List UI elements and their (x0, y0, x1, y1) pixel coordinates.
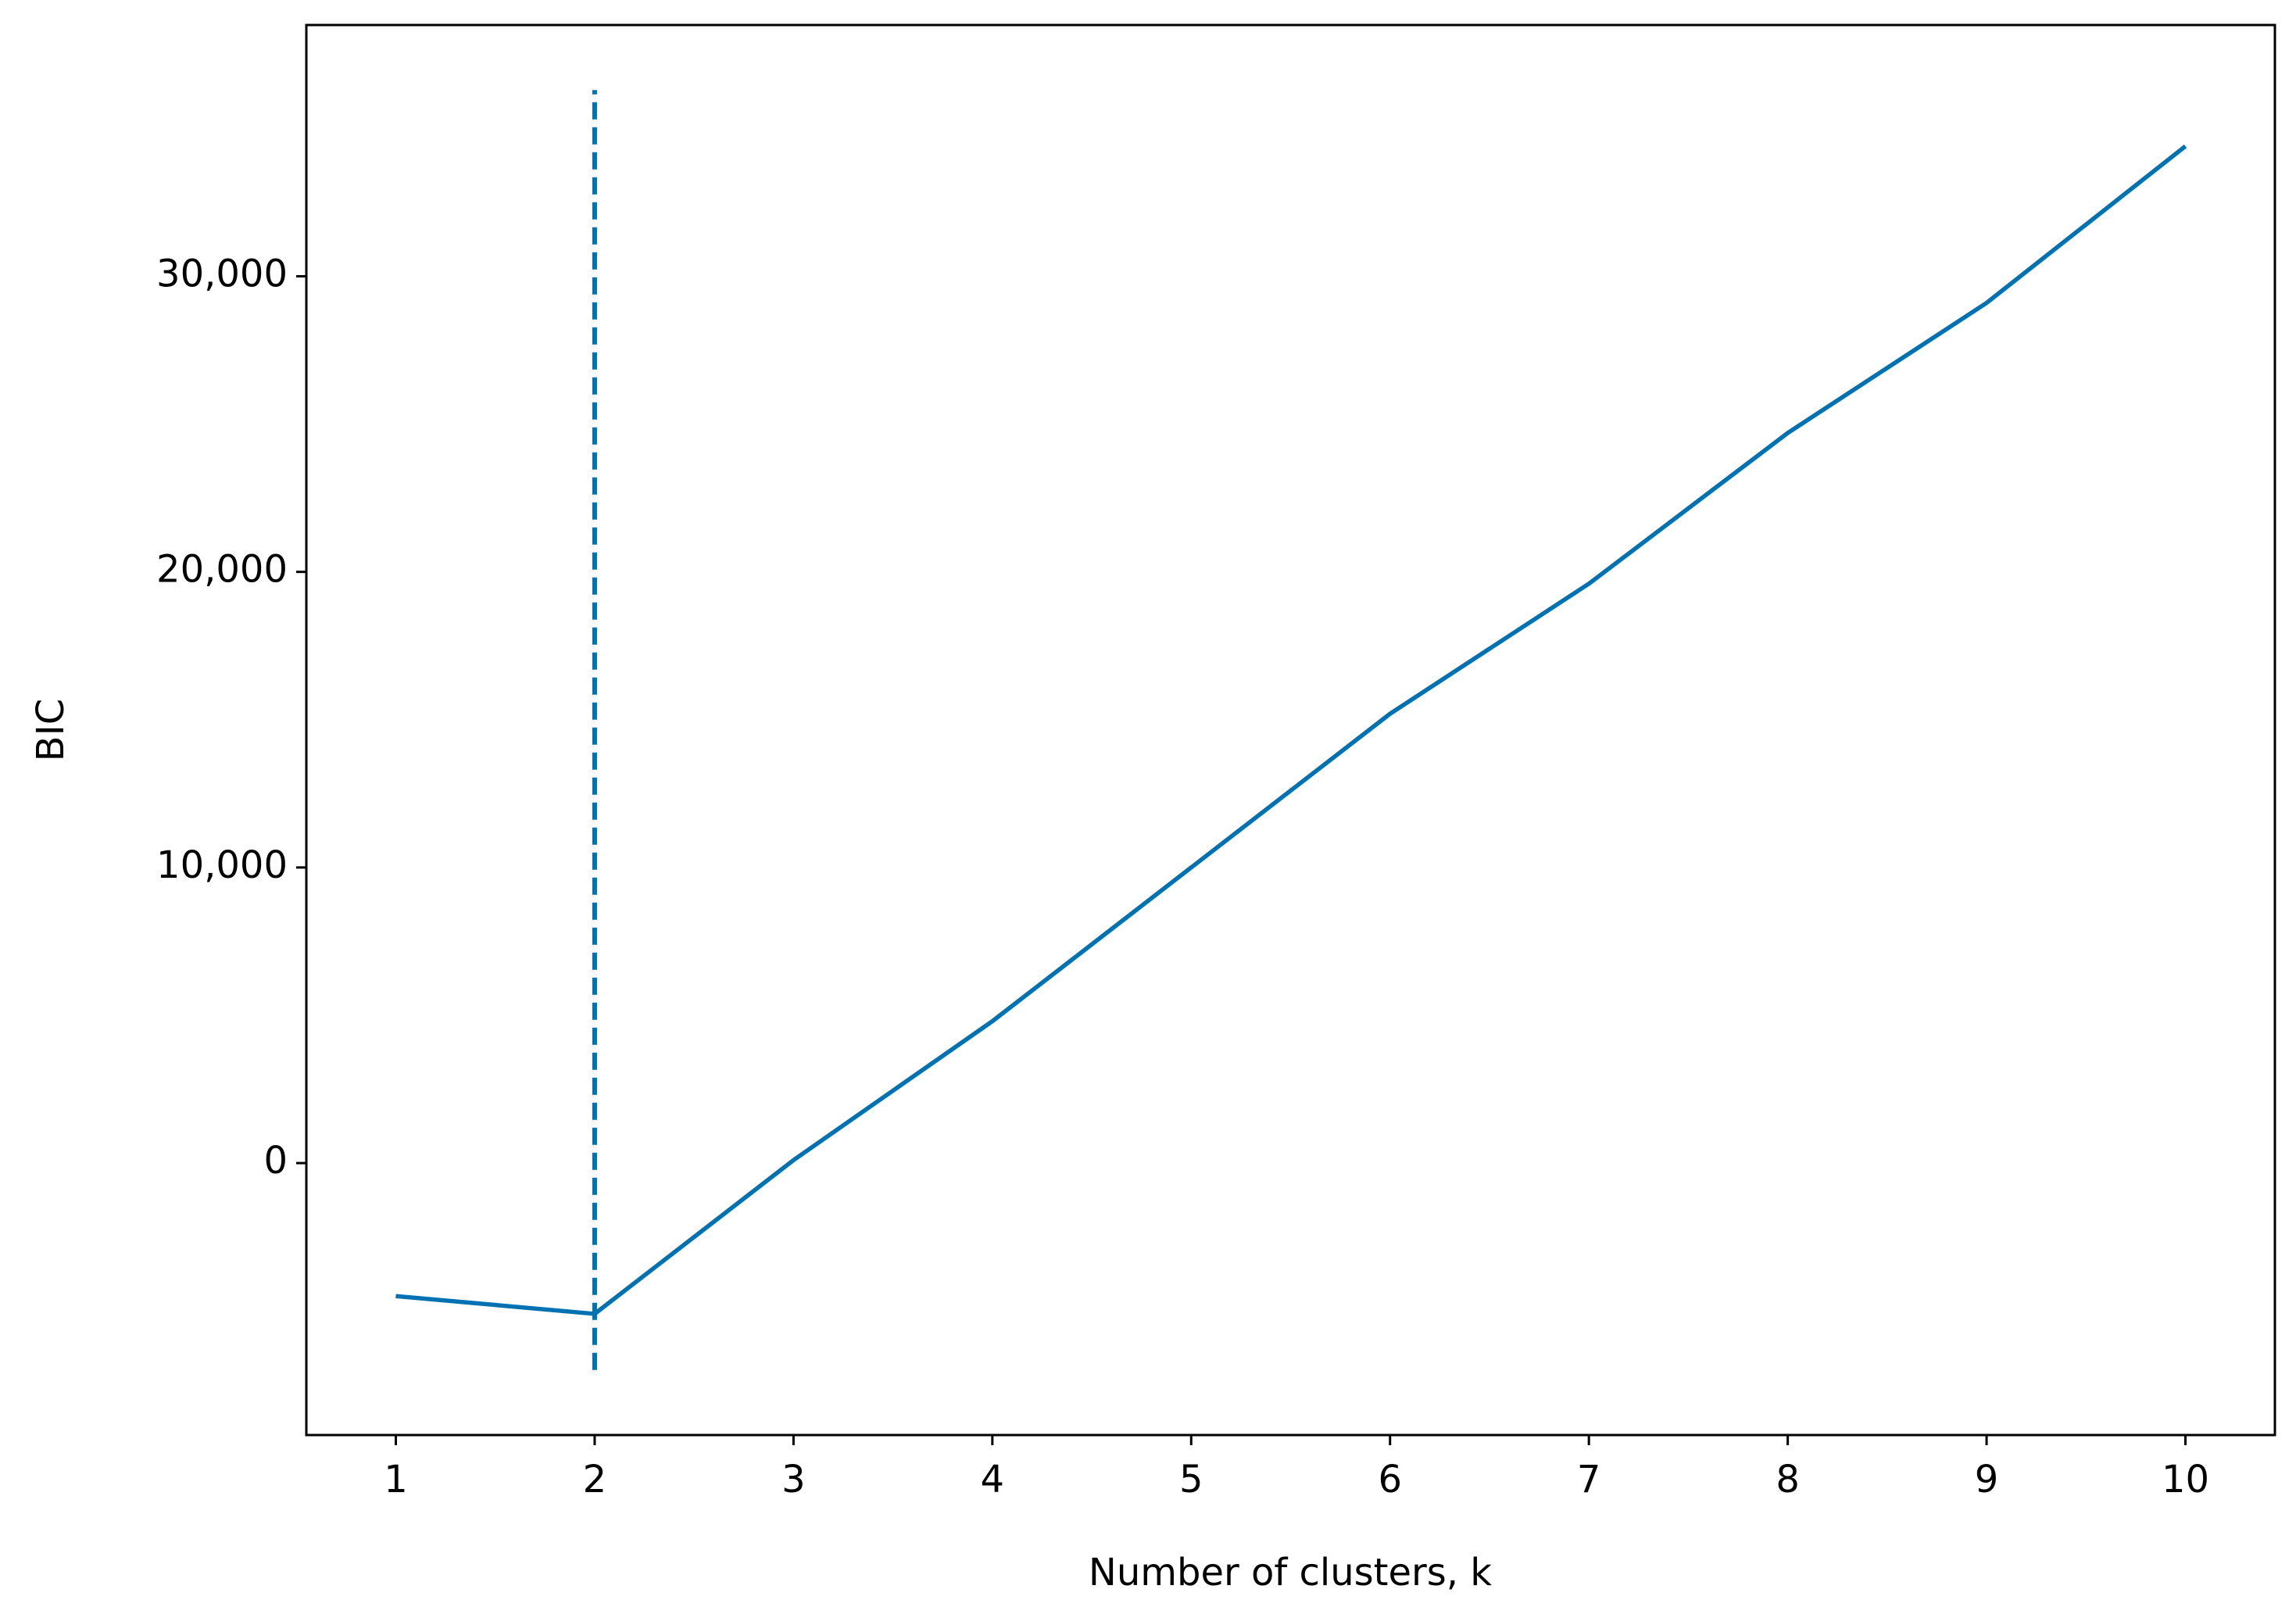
x-tick-label: 1 (384, 1458, 408, 1501)
x-tick-label: 3 (781, 1458, 806, 1501)
x-tick-label: 10 (2162, 1458, 2209, 1501)
y-tick-label: 10,000 (156, 843, 288, 887)
line (395, 144, 2187, 1316)
x-tick-label: 7 (1577, 1458, 1601, 1501)
y-tick-label: 30,000 (156, 252, 288, 295)
x-tick-label: 2 (583, 1458, 607, 1501)
x-tick-label: 5 (1179, 1458, 1203, 1501)
x-tick-label: 6 (1378, 1458, 1402, 1501)
x-axis-label: Number of clusters, k (1089, 1551, 1492, 1594)
y-axis-label: BIC (29, 699, 73, 762)
y-tick-label: 20,000 (156, 548, 288, 592)
x-tick-label: 4 (981, 1458, 1005, 1501)
plot-frame (305, 23, 2276, 1437)
x-tick-label: 9 (1975, 1458, 1999, 1501)
x-tick-label: 8 (1776, 1458, 1800, 1501)
y-tick-label: 0 (263, 1139, 288, 1183)
